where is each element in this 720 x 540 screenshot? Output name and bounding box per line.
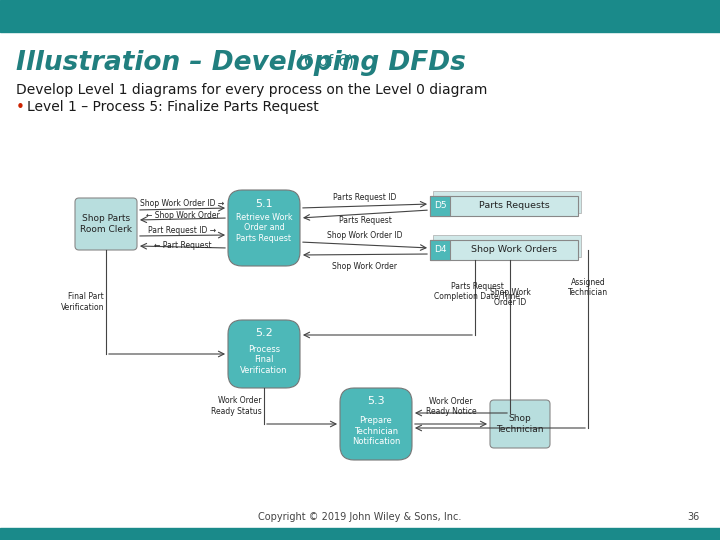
FancyBboxPatch shape xyxy=(75,198,137,250)
Text: Illustration – Developing DFDs: Illustration – Developing DFDs xyxy=(16,50,466,76)
Text: •: • xyxy=(16,100,25,115)
Text: 36: 36 xyxy=(688,512,700,522)
Text: Level 1 – Process 5: Finalize Parts Request: Level 1 – Process 5: Finalize Parts Requ… xyxy=(27,100,319,114)
Text: Process
Final
Verification: Process Final Verification xyxy=(240,345,288,375)
Bar xyxy=(433,235,581,257)
Text: (6 of 6): (6 of 6) xyxy=(298,54,354,69)
Bar xyxy=(430,196,578,216)
Text: Shop Parts
Room Clerk: Shop Parts Room Clerk xyxy=(80,214,132,234)
Text: D4: D4 xyxy=(433,246,446,254)
Text: Part Request ID →: Part Request ID → xyxy=(148,226,217,235)
Bar xyxy=(433,191,581,213)
Text: Final Part
Verification: Final Part Verification xyxy=(60,292,104,312)
Text: Shop
Technician: Shop Technician xyxy=(496,414,544,434)
Text: Retrieve Work
Order and
Parts Request: Retrieve Work Order and Parts Request xyxy=(235,213,292,243)
Text: Shop Work
Order ID: Shop Work Order ID xyxy=(490,288,531,307)
FancyBboxPatch shape xyxy=(490,400,550,448)
Text: ← Shop Work Order: ← Shop Work Order xyxy=(145,211,220,220)
Text: 5.2: 5.2 xyxy=(255,328,273,338)
FancyBboxPatch shape xyxy=(228,320,300,388)
Text: Work Order
Ready Notice: Work Order Ready Notice xyxy=(426,396,477,416)
Text: Parts Request: Parts Request xyxy=(338,216,392,225)
Text: 5.1: 5.1 xyxy=(255,199,273,209)
Text: 5.3: 5.3 xyxy=(367,396,384,406)
Text: Parts Requests: Parts Requests xyxy=(479,201,549,211)
Text: Copyright © 2019 John Wiley & Sons, Inc.: Copyright © 2019 John Wiley & Sons, Inc. xyxy=(258,512,462,522)
Text: Shop Work Order ID: Shop Work Order ID xyxy=(328,231,402,240)
Bar xyxy=(430,196,450,216)
Bar xyxy=(0,0,720,32)
Bar xyxy=(430,240,578,260)
Text: Shop Work Order: Shop Work Order xyxy=(333,262,397,271)
Text: ← Part Request: ← Part Request xyxy=(153,241,211,250)
Text: Assigned
Technician: Assigned Technician xyxy=(568,278,608,298)
Text: Parts Request
Completion Date/Time: Parts Request Completion Date/Time xyxy=(434,282,520,301)
Text: D5: D5 xyxy=(433,201,446,211)
FancyBboxPatch shape xyxy=(340,388,412,460)
FancyBboxPatch shape xyxy=(228,190,300,266)
Text: Shop Work Order ID →: Shop Work Order ID → xyxy=(140,199,225,208)
Text: Develop Level 1 diagrams for every process on the Level 0 diagram: Develop Level 1 diagrams for every proce… xyxy=(16,83,487,97)
Text: Parts Request ID: Parts Request ID xyxy=(333,193,397,202)
Bar xyxy=(0,528,720,540)
Bar xyxy=(430,240,450,260)
Text: Shop Work Orders: Shop Work Orders xyxy=(471,246,557,254)
Text: Prepare
Technician
Notification: Prepare Technician Notification xyxy=(352,416,400,446)
Text: Work Order
Ready Status: Work Order Ready Status xyxy=(211,396,262,416)
